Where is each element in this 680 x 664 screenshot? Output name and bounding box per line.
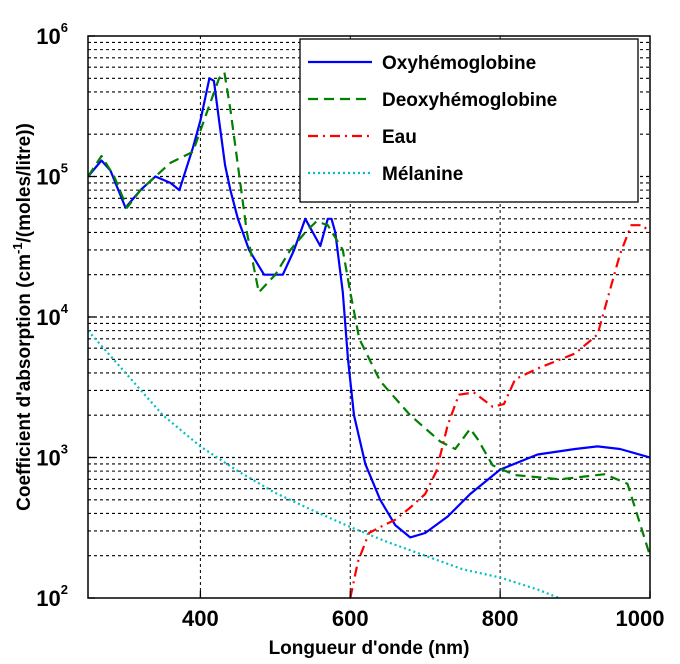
legend: Oxyhémoglobine Deoxyhémoglobine Eau Mélanin… [299, 38, 639, 203]
series-line-m-lanine [88, 329, 562, 598]
y-axis-title-superscript: -1 [10, 242, 25, 254]
y-tick-base: 10 [36, 586, 60, 611]
legend-label: Oxyhémoglobine [382, 53, 536, 74]
ticks [88, 35, 651, 599]
y-axis-title: Coefficient d'absorption (cm-1/(moles/li… [10, 123, 35, 511]
y-tick-base: 10 [36, 24, 60, 49]
y-tick-label: 106 [36, 20, 68, 49]
y-tick-exponent: 4 [61, 301, 69, 316]
y-tick-label: 104 [36, 301, 68, 330]
series-layer [88, 71, 650, 598]
legend-label: Mélanine [382, 164, 463, 185]
x-tick-label: 600 [332, 606, 369, 631]
y-tick-exponent: 6 [61, 20, 68, 35]
x-axis-title: Longueur d'onde (nm) [269, 638, 470, 659]
legend-box [299, 38, 639, 203]
legend-label: Deoxyhémoglobine [382, 90, 557, 111]
y-tick-label: 105 [36, 161, 68, 190]
y-axis-title-main: Coefficient d'absorption (cm [14, 254, 35, 511]
y-tick-label: 103 [36, 442, 68, 471]
y-tick-base: 10 [36, 305, 60, 330]
series-line-deoxyh-moglobine [88, 71, 650, 557]
legend-entries: Oxyhémoglobine Deoxyhémoglobine Eau Mélanin… [308, 53, 557, 185]
y-tick-label: 102 [36, 582, 68, 611]
x-tick-label: 1000 [616, 606, 665, 631]
series-line-oxyh-moglobine [88, 77, 650, 539]
x-tick-labels: 400 600 800 1000 [182, 606, 664, 631]
y-tick-base: 10 [36, 165, 60, 190]
y-tick-exponent: 3 [61, 442, 68, 457]
y-tick-exponent: 5 [61, 161, 68, 176]
legend-label: Eau [382, 127, 417, 148]
y-tick-exponent: 2 [61, 582, 68, 597]
y-tick-base: 10 [36, 446, 60, 471]
series-line-eau [349, 224, 650, 598]
x-tick-label: 800 [482, 606, 519, 631]
y-axis-title-rest: /(moles/litre)) [14, 123, 35, 242]
x-tick-label: 400 [182, 606, 219, 631]
